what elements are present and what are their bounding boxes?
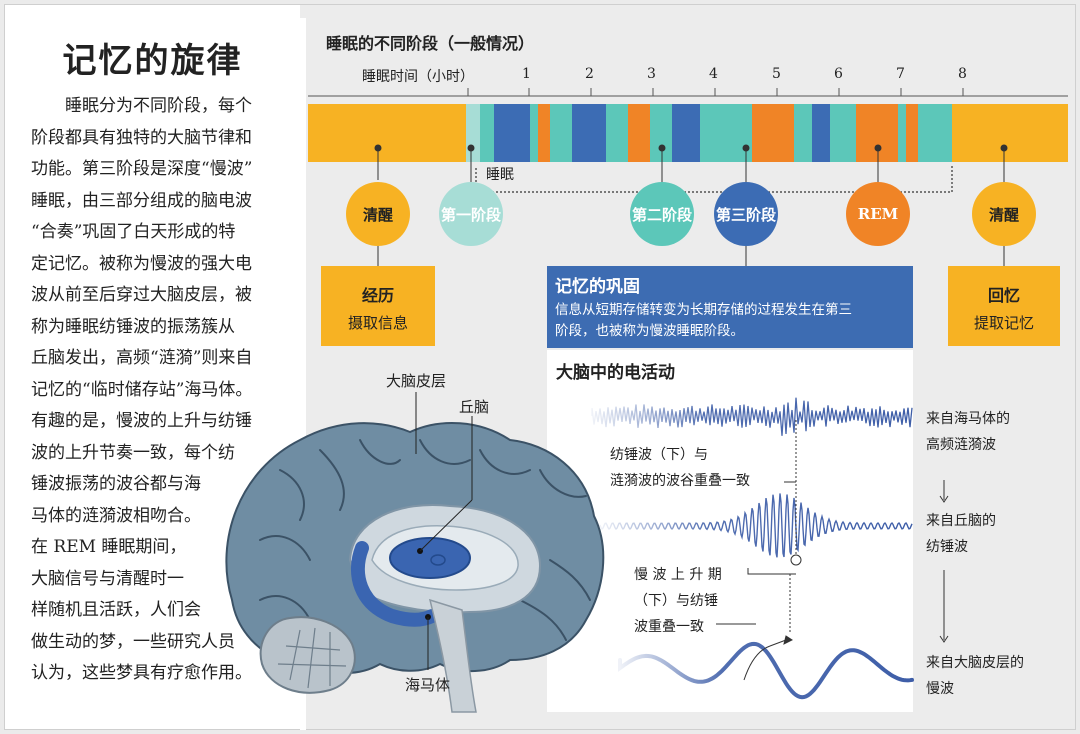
recall-sub: 提取记忆: [973, 314, 1034, 332]
src-ripple-line2: 高频涟漪波: [926, 437, 996, 453]
intro-line: 定记忆。被称为慢波的强大电: [31, 253, 252, 274]
experience-box: 经历 摄取信息: [321, 266, 435, 346]
note2-line2: （下）与纺锤: [634, 593, 718, 609]
intro-line: 功能。第三阶段是深度“慢波”: [31, 159, 253, 179]
tick-6: 6: [834, 66, 843, 82]
label-hippocampus: 海马体: [405, 676, 451, 694]
intro-line: 马体的涟漪波相吻合。: [31, 505, 201, 526]
spindle-wave: [599, 493, 913, 558]
intro-line: 称为睡眠纺锤波的振荡簇从: [31, 316, 235, 337]
intro-line: 大脑信号与清醒时一: [31, 568, 184, 589]
stage-1: 第一阶段: [439, 182, 503, 246]
src-slow: 来自大脑皮层的 慢波: [926, 650, 1024, 702]
consolidation-body-line-2: 阶段，也被称为慢波睡眠阶段。: [555, 323, 744, 339]
note-spindle-ripple: 纺锤波（下）与 涟漪波的波谷重叠一致: [610, 442, 750, 494]
label-cortex: 大脑皮层: [386, 372, 447, 390]
intro-paragraph: 睡眠分为不同阶段，每个阶段都具有独特的大脑节律和 功能。第三阶段是深度“慢波” 睡眠…: [31, 91, 299, 690]
intro-line: 丘脑发出，高频“涟漪”则来自: [31, 348, 253, 368]
recall-title: 回忆: [987, 286, 1020, 305]
ripple-wave: [591, 397, 913, 436]
intro-line: 认为，这些梦具有疗愈作用。: [31, 663, 252, 683]
consolidation-body-line-1: 信息从短期存储转变为长期存储的过程发生在第三: [555, 302, 852, 318]
recall-box: 回忆 提取记忆: [948, 266, 1060, 346]
src-ripple: 来自海马体的 高频涟漪波: [926, 406, 1010, 458]
src-slow-line1: 来自大脑皮层的: [926, 655, 1024, 671]
left-column: 记忆的旋律 睡眠分为不同阶段，每个阶段都具有独特的大脑节律和 功能。第三阶段是深度…: [5, 5, 300, 729]
intro-line: 做生动的梦，一些研究人员: [31, 631, 235, 652]
src-ripple-line1: 来自海马体的: [926, 411, 1010, 427]
note1-line1: 纺锤波（下）与: [610, 447, 708, 463]
brain-illustration: [225, 422, 605, 713]
tick-1: 1: [522, 66, 531, 82]
intro-line: “合奏”巩固了白天形成的特: [31, 222, 236, 242]
consolidation-body: 信息从短期存储转变为长期存储的过程发生在第三 阶段，也被称为慢波睡眠阶段。: [555, 300, 852, 342]
intro-line: 锤波振荡的波谷都与海: [31, 474, 201, 494]
src-slow-line2: 慢波: [926, 681, 954, 697]
intro-line: 波从前至后穿过大脑皮层，被: [31, 285, 252, 305]
note1-line2: 涟漪波的波谷重叠一致: [610, 473, 750, 489]
stage-wake-right: 清醒: [972, 182, 1036, 246]
experience-sub: 摄取信息: [347, 314, 408, 332]
tick-8: 8: [958, 66, 967, 82]
consolidation-title: 记忆的巩固: [555, 277, 640, 297]
band-wake-left: [308, 104, 466, 162]
axis-label: 睡眠时间（小时）: [362, 69, 474, 85]
intro-line: 有趣的是，慢波的上升与纺锤: [31, 411, 252, 431]
timeline-header: 睡眠的不同阶段（一般情况）: [326, 34, 535, 53]
band-wake-right: [952, 104, 1068, 162]
note-slow-spindle: 慢 波 上 升 期 （下）与纺锤 波重叠一致: [634, 562, 722, 640]
column-divider: [300, 18, 306, 730]
note2-line3: 波重叠一致: [634, 619, 704, 635]
tick-2: 2: [585, 66, 594, 82]
stage-3: 第三阶段: [714, 182, 778, 246]
note2-line1: 慢 波 上 升 期: [634, 567, 722, 583]
src-spindle-line2: 纺锤波: [926, 539, 968, 555]
intro-line: 波的上升节奏一致，每个纺: [31, 442, 235, 463]
page-title: 记忆的旋律: [62, 41, 243, 81]
label-thalamus: 丘脑: [459, 398, 490, 416]
stage-rem: REM: [846, 182, 910, 246]
tick-3: 3: [647, 66, 656, 82]
consolidation-box: 记忆的巩固 信息从短期存储转变为长期存储的过程发生在第三 阶段，也被称为慢波睡眠…: [547, 266, 913, 348]
slow-wave: [618, 641, 914, 700]
intro-line: 样随机且活跃，人们会: [31, 600, 201, 620]
src-spindle-line1: 来自丘脑的: [926, 513, 996, 529]
stage-wake-left: 清醒: [346, 182, 410, 246]
tick-5: 5: [772, 66, 781, 82]
intro-line: 阶段都具有独特的大脑节律和: [31, 127, 252, 148]
experience-title: 经历: [361, 286, 394, 305]
intro-line: 睡眠，由三部分组成的脑电波: [31, 190, 252, 211]
stage-2: 第二阶段: [630, 182, 694, 246]
sleep-label: 睡眠: [484, 164, 516, 184]
electro-title: 大脑中的电活动: [556, 363, 675, 383]
intro-line: 在 REM 睡眠期间，: [31, 537, 187, 557]
intro-line: 记忆的“临时储存站”海马体。: [31, 379, 253, 400]
tick-7: 7: [896, 66, 905, 82]
src-spindle: 来自丘脑的 纺锤波: [926, 508, 996, 560]
tick-4: 4: [709, 66, 718, 82]
intro-line: 睡眠分为不同阶段，每个: [65, 96, 252, 116]
